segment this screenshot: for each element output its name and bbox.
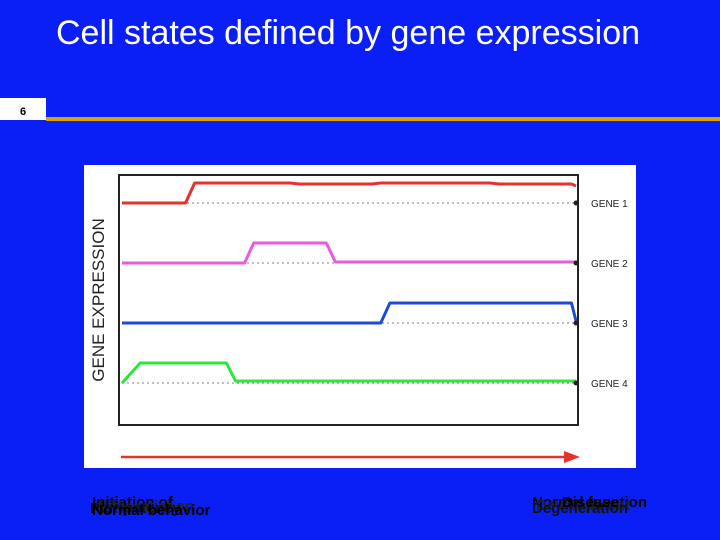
- series-label-3: GENE 3: [591, 319, 628, 330]
- series-label-4: GENE 4: [591, 379, 628, 390]
- bottom-left-text-1: Initiation of: [92, 494, 173, 511]
- plot-frame: [118, 174, 579, 426]
- series-end-dot-1: [573, 200, 579, 206]
- series-line-4: [120, 361, 576, 385]
- y-axis-label: GENE EXPRESSION: [89, 218, 108, 381]
- series-line-2: [122, 241, 576, 265]
- series-label-2: GENE 2: [591, 259, 628, 270]
- slide-number: 6: [0, 98, 46, 120]
- series-end-dot-2: [573, 260, 579, 266]
- series-end-dot-3: [573, 320, 579, 326]
- gene-expression-chart: GENE EXPRESSION GENE 1 GENE 2 GENE 3 GENE 4: [89, 174, 628, 463]
- title-divider: [46, 117, 720, 121]
- bottom-right-text-3: Degeneration: [532, 500, 628, 517]
- series-line-1: [122, 181, 577, 205]
- bottom-right-text-1: Normal function: [532, 494, 647, 511]
- bottom-left-text-3: Pluripotency: [90, 500, 181, 517]
- chart-panel: GENE EXPRESSION GENE 1 GENE 2 GENE 3 GENE 4: [84, 165, 636, 468]
- bottom-left-text-2: differentiation: [94, 498, 194, 515]
- bottom-right-text-4: Disease: [562, 494, 619, 511]
- page-title: Cell states defined by gene expression: [56, 14, 641, 52]
- bottom-left-text-4: Normal behavior: [92, 502, 211, 519]
- bottom-right-text-2: Development: [536, 497, 631, 514]
- series-line-3: [122, 301, 578, 325]
- time-arrow-head: [564, 451, 580, 463]
- series-end-dot-4: [573, 380, 579, 386]
- series-label-1: GENE 1: [591, 199, 628, 210]
